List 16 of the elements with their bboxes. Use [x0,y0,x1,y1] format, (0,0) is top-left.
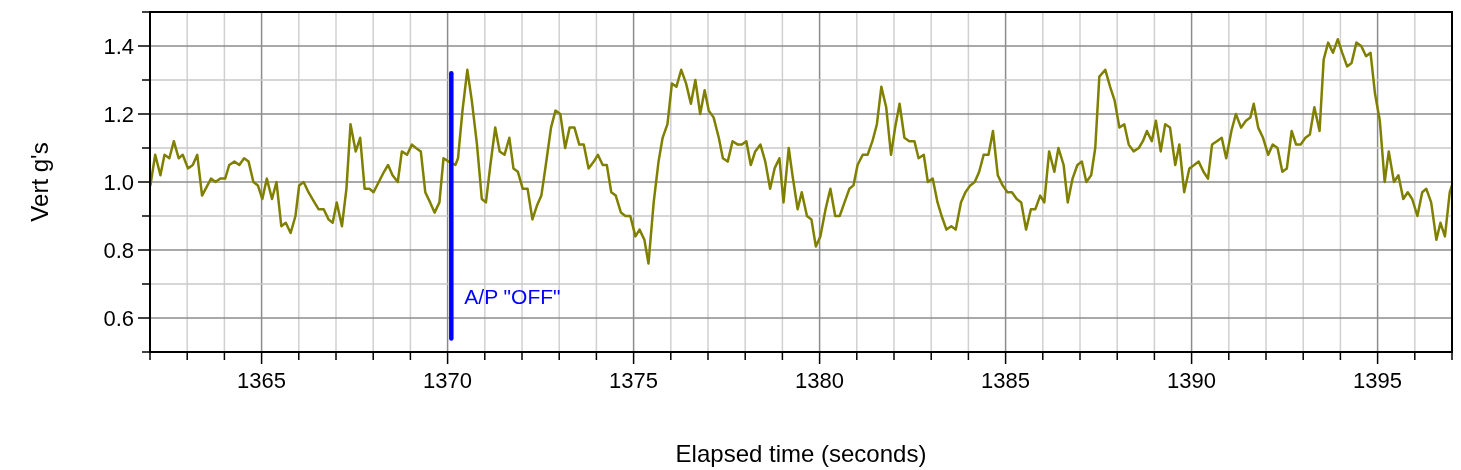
line-series [150,37,1452,265]
x-tick-label: 1365 [237,368,287,393]
y-tick-label: 1.2 [103,101,134,127]
ref-line-label: A/P "OFF" [464,285,561,309]
y-axis-title: Vert g's [26,142,53,222]
y-tick-label: 1.0 [103,169,134,195]
x-tick-label: 1370 [423,368,473,393]
y-tick-label: 1.4 [103,33,134,59]
x-tick-label: 1385 [981,368,1031,393]
x-axis-title: Elapsed time (seconds) [675,440,927,467]
y-tick-label: 0.8 [103,237,134,263]
x-tick-label: 1395 [1353,368,1403,393]
x-tick-label: 1375 [609,368,659,393]
x-tick-label: 1380 [795,368,845,393]
x-tick-label: 1390 [1167,368,1217,393]
y-tick-label: 0.6 [103,305,134,331]
